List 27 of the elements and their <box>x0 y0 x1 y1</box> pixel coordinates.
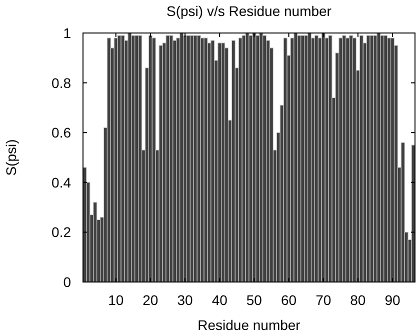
x-tick-label: 30 <box>177 292 194 308</box>
y-tick-label: 0.2 <box>52 224 72 240</box>
x-tick-label: 90 <box>384 292 401 308</box>
bar <box>390 38 395 282</box>
bar <box>148 35 152 282</box>
x-tick-label: 40 <box>212 292 228 308</box>
x-tick-label: 20 <box>142 292 158 308</box>
bar <box>114 38 118 282</box>
y-tick-label: 0 <box>63 274 72 290</box>
bar <box>400 142 405 282</box>
y-tick-label: 0.4 <box>52 174 72 190</box>
bar <box>182 35 188 282</box>
y-tick-label: 1 <box>63 25 72 41</box>
x-tick-label: 80 <box>350 292 366 308</box>
x-tick-label: 10 <box>108 292 124 308</box>
bar <box>152 38 156 282</box>
x-tick-label: 50 <box>246 292 262 308</box>
bar <box>218 42 222 282</box>
x-axis-title: Residue number <box>198 317 301 333</box>
bar <box>138 35 142 282</box>
x-tick-label: 70 <box>316 292 332 308</box>
y-tick-label: 0.6 <box>52 124 72 141</box>
y-tick-label: 0.8 <box>52 74 72 91</box>
x-tick-label: 60 <box>280 292 297 308</box>
y-axis-title: S(psi) <box>3 139 19 176</box>
bar <box>328 35 332 282</box>
chart-title: S(psi) v/s Residue number <box>166 3 332 19</box>
